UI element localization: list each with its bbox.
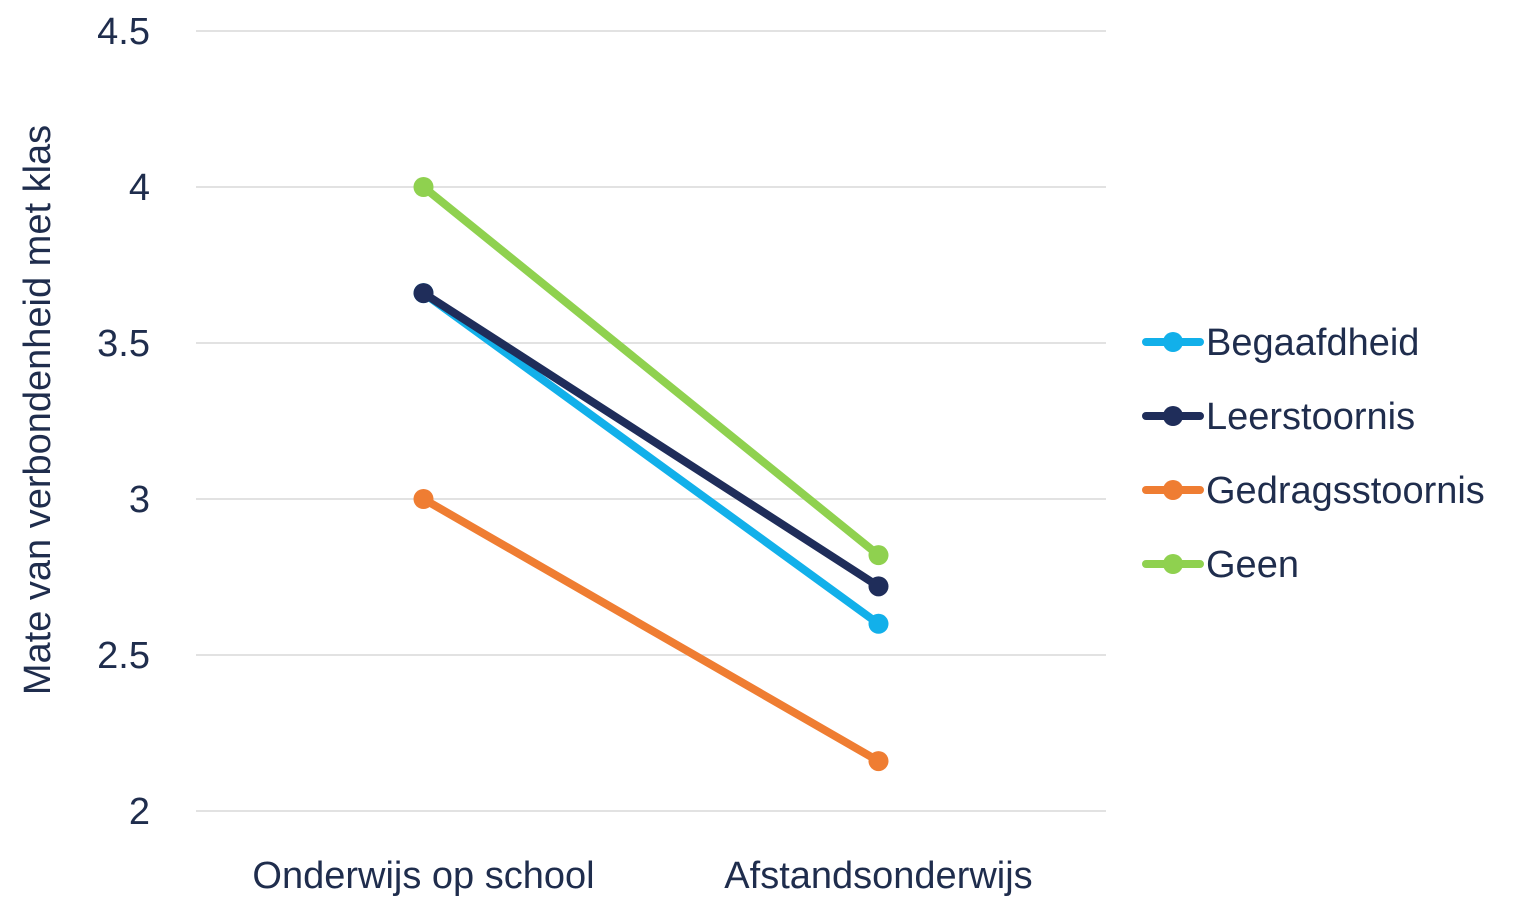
data-point-leerstoornis	[413, 283, 434, 304]
legend-item-geen: Geen	[1142, 544, 1299, 586]
legend-item-leerstoornis: Leerstoornis	[1142, 396, 1415, 438]
y-tick-label: 2	[129, 791, 150, 833]
legend-swatch-marker	[1163, 480, 1183, 500]
data-point-geen	[413, 177, 434, 197]
legend-swatch-marker	[1163, 554, 1183, 574]
y-tick-label: 4	[129, 167, 150, 209]
x-tick-label: Onderwijs op school	[252, 855, 594, 897]
legend-label: Gedragsstoornis	[1206, 470, 1485, 512]
series-gedragsstoornis	[413, 489, 889, 772]
legend-label: Geen	[1206, 544, 1299, 586]
legend-label: Leerstoornis	[1206, 396, 1415, 438]
legend-item-gedragsstoornis: Gedragsstoornis	[1142, 470, 1485, 512]
y-tick-label: 4.5	[97, 11, 150, 53]
series-line-begaafdheid	[419, 289, 883, 628]
legend-swatch-marker	[1163, 406, 1183, 426]
legend-swatch-marker	[1163, 332, 1183, 352]
y-tick-label: 2.5	[97, 635, 150, 677]
y-tick-label: 3	[129, 479, 150, 521]
x-tick-label: Afstandsonderwijs	[724, 855, 1032, 897]
y-tick-label: 3.5	[97, 323, 150, 365]
legend-item-begaafdheid: Begaafdheid	[1142, 322, 1419, 364]
legend-label: Begaafdheid	[1206, 322, 1419, 364]
series-line-geen	[419, 183, 883, 560]
data-point-begaafdheid	[868, 613, 889, 634]
y-axis-title: Mate van verbondenheid met klas	[17, 125, 59, 695]
series-geen	[413, 177, 889, 566]
data-point-leerstoornis	[868, 576, 889, 597]
gridlines	[196, 30, 1106, 812]
legend: Begaafdheid Leerstoornis Gedragsstoornis Ge…	[1142, 322, 1485, 586]
y-axis-ticks: 2 2.5 3 3.5 4 4.5	[97, 11, 150, 833]
series-line-leerstoornis	[419, 289, 883, 591]
x-axis-ticks: Onderwijs op school Afstandsonderwijs	[252, 855, 1032, 897]
series-line-gedragsstoornis	[419, 495, 883, 766]
data-point-geen	[868, 545, 889, 566]
data-point-gedragsstoornis	[413, 489, 434, 509]
series-lines	[413, 177, 889, 772]
data-point-gedragsstoornis	[868, 751, 889, 772]
series-leerstoornis	[413, 283, 889, 597]
